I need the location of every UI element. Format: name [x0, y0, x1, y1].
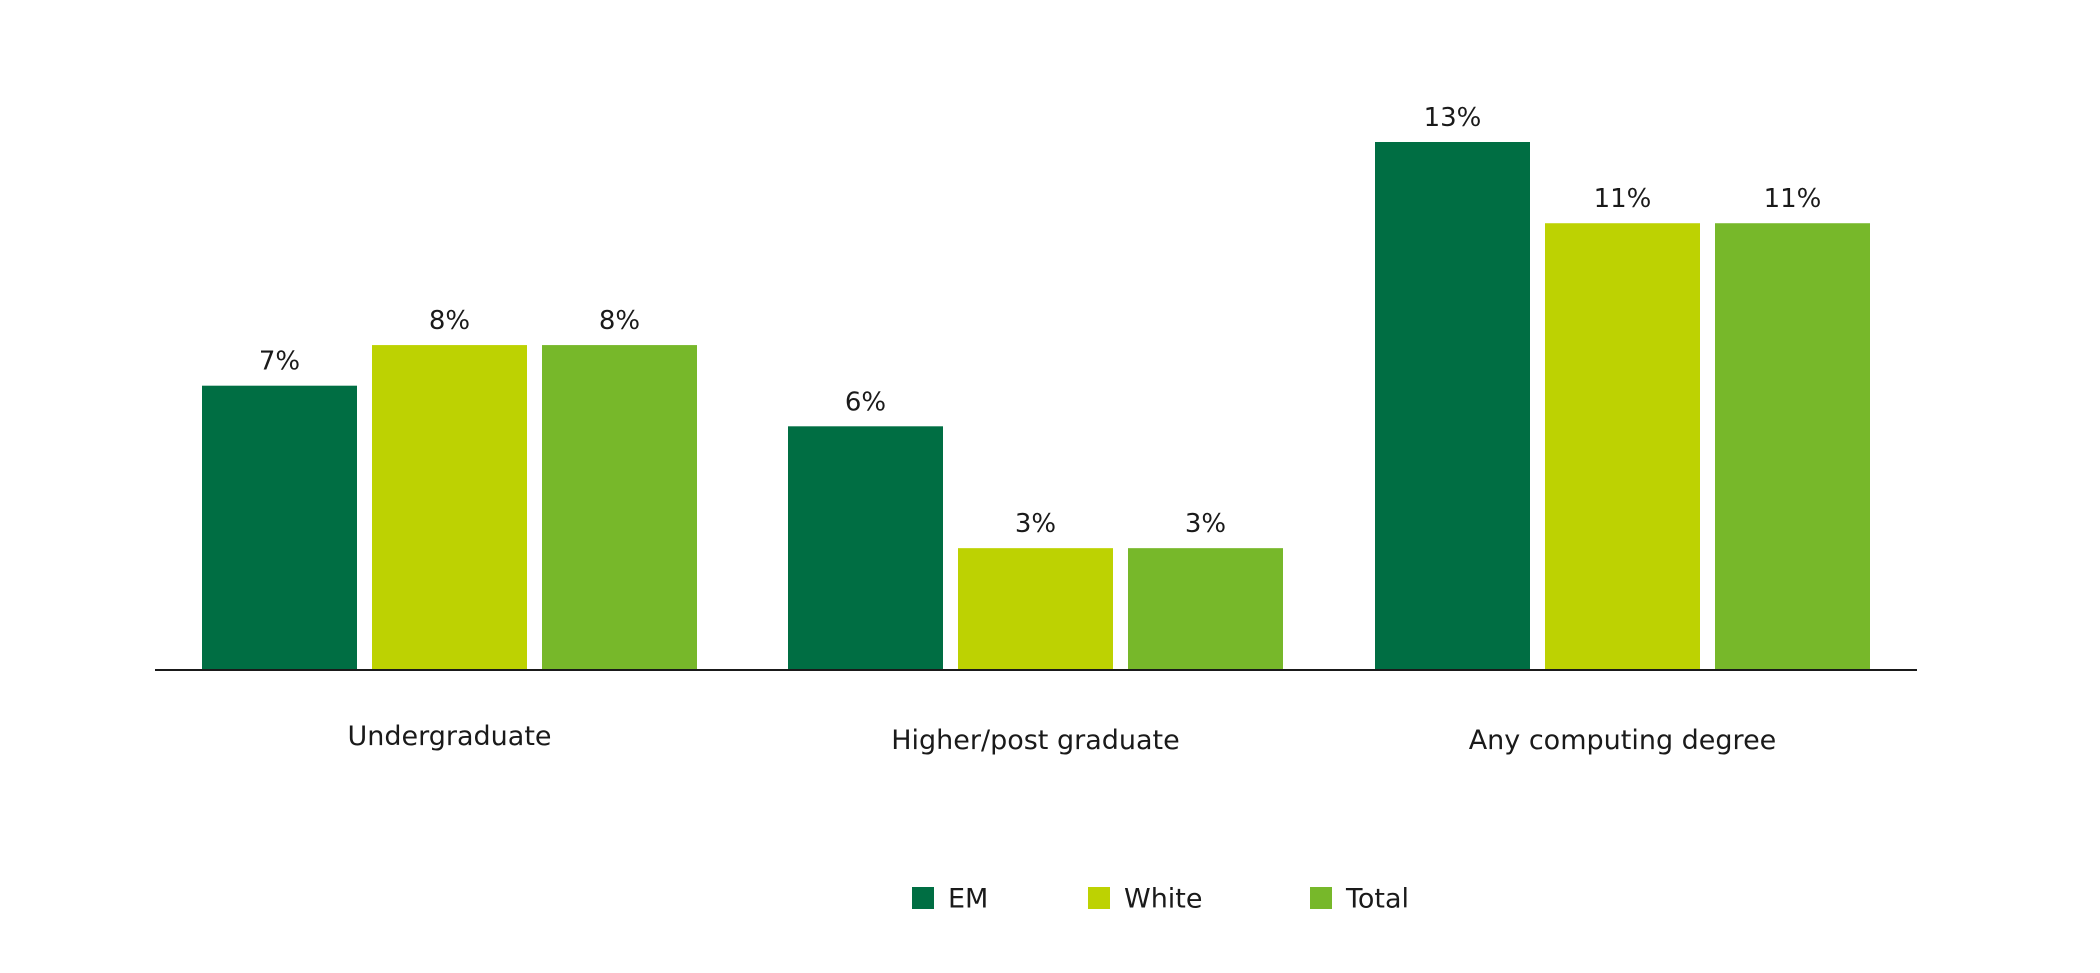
legend-label-total: Total — [1345, 884, 1409, 915]
bar-em-higher-post-graduate — [788, 426, 943, 670]
legend-label-em: EM — [948, 884, 988, 915]
legend-swatch-total — [1310, 887, 1332, 909]
data-label-total-higher-post-graduate: 3% — [1185, 509, 1226, 539]
legend-swatch-em — [912, 887, 934, 909]
bar-total-higher-post-graduate — [1128, 548, 1283, 670]
data-label-em-any-computing-degree: 13% — [1424, 103, 1482, 133]
bar-white-higher-post-graduate — [958, 548, 1113, 670]
bars-layer — [202, 142, 1870, 670]
data-label-total-any-computing-degree: 11% — [1764, 184, 1822, 214]
bar-total-undergraduate — [542, 345, 697, 670]
category-label-undergraduate: Undergraduate — [347, 721, 551, 752]
data-label-em-undergraduate: 7% — [259, 347, 300, 377]
legend-label-white: White — [1124, 884, 1203, 915]
legend: EM White Total — [912, 884, 1409, 915]
bar-em-undergraduate — [202, 385, 357, 670]
bar-white-undergraduate — [372, 345, 527, 670]
category-label-any-computing-degree: Any computing degree — [1469, 725, 1777, 756]
data-label-white-any-computing-degree: 11% — [1594, 184, 1652, 214]
bar-em-any-computing-degree — [1375, 142, 1530, 670]
legend-item-total: Total — [1310, 884, 1409, 915]
legend-item-em: EM — [912, 884, 988, 915]
bar-white-any-computing-degree — [1545, 223, 1700, 670]
data-label-total-undergraduate: 8% — [599, 306, 640, 336]
data-label-white-undergraduate: 8% — [429, 306, 470, 336]
data-label-white-higher-post-graduate: 3% — [1015, 509, 1056, 539]
legend-item-white: White — [1088, 884, 1203, 915]
data-label-em-higher-post-graduate: 6% — [845, 387, 886, 417]
category-labels-layer: Undergraduate Higher/post graduate Any com… — [347, 721, 1776, 756]
legend-swatch-white — [1088, 887, 1110, 909]
bar-total-any-computing-degree — [1715, 223, 1870, 670]
data-labels-layer: 7% 8% 8% 6% 3% 3% 13% 11% 11% — [259, 103, 1822, 539]
category-label-higher-post-graduate: Higher/post graduate — [891, 725, 1180, 756]
